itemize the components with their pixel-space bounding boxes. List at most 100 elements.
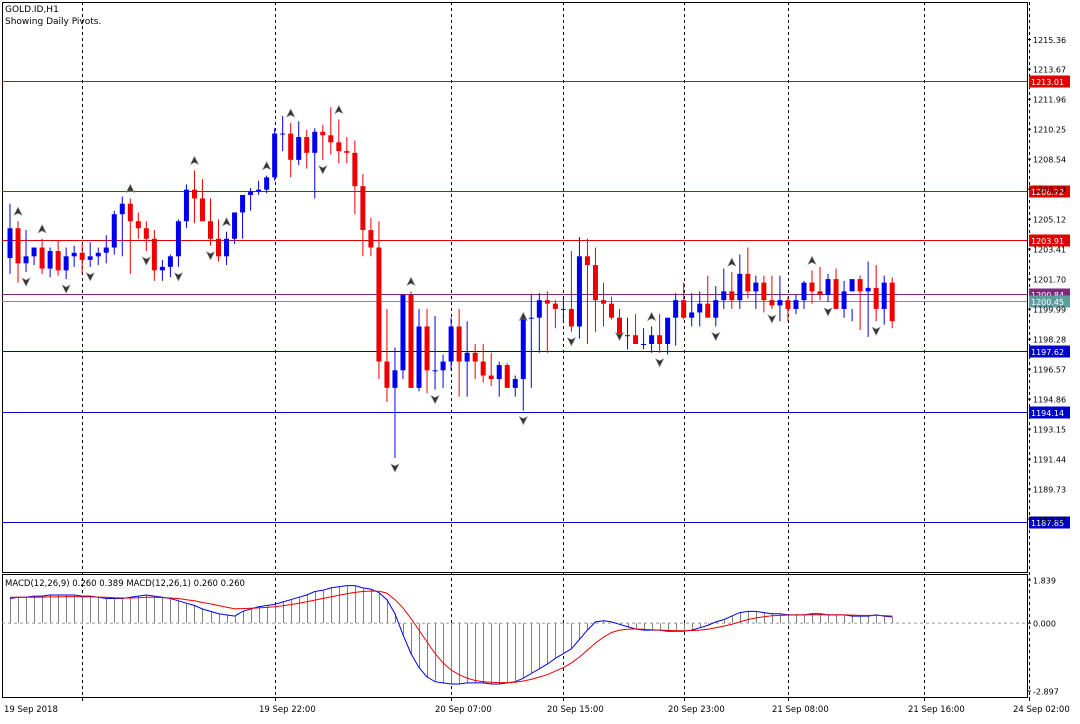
- candle-body: [376, 247, 382, 362]
- candle-body: [264, 177, 270, 190]
- candle-body: [151, 238, 157, 271]
- candle-body: [352, 152, 358, 187]
- chart-title: GOLD.ID,H1: [5, 5, 59, 15]
- candle-body: [175, 221, 181, 257]
- fractal-down-arrow: [205, 251, 216, 261]
- time-axis-label: 24 Sep 02:00: [1013, 705, 1070, 715]
- candle-body: [296, 137, 302, 160]
- candle-body: [55, 251, 61, 271]
- candle-body: [312, 131, 318, 153]
- candle-body: [536, 300, 542, 318]
- signal-line: [10, 590, 893, 684]
- candle-body: [47, 251, 53, 269]
- candle-body: [737, 273, 743, 301]
- fractal-down-arrow: [430, 394, 440, 405]
- fractal-down-arrow: [141, 256, 152, 266]
- candle-body: [504, 365, 510, 388]
- candle-body: [79, 252, 85, 260]
- price-axis-label: 1201.70: [1033, 276, 1066, 285]
- price-panel-frame: [2, 2, 1028, 573]
- candle-body: [320, 131, 326, 136]
- candle-body: [272, 133, 278, 178]
- candle-body: [857, 279, 863, 292]
- price-axis-label: 1215.36: [1033, 36, 1066, 45]
- candle-body: [159, 266, 165, 271]
- macd-axis-label: 1.839: [1033, 577, 1056, 586]
- macd-panel-frame: [2, 574, 1028, 698]
- candle-body: [817, 291, 823, 295]
- candle-body: [256, 189, 262, 192]
- candle-body: [809, 282, 815, 292]
- candle-body: [841, 291, 847, 309]
- price-axis-label: 1199.99: [1033, 306, 1066, 315]
- price-axis-label: 1203.41: [1033, 246, 1066, 255]
- candle-body: [881, 282, 887, 309]
- candle-body: [568, 308, 574, 327]
- candle-body: [103, 247, 109, 253]
- pivot-price-label: 1197.62: [1031, 348, 1064, 357]
- candle-body: [793, 300, 799, 309]
- fractal-down-arrow: [390, 463, 400, 473]
- candle-body: [127, 203, 133, 222]
- candle-body: [849, 279, 855, 292]
- candle-body: [392, 370, 398, 388]
- pivot-price-label: 1213.01: [1031, 78, 1064, 87]
- fractal-up-arrow: [37, 224, 47, 234]
- candle-body: [528, 317, 534, 319]
- candle-body: [825, 279, 831, 295]
- candle-body: [496, 365, 502, 380]
- candle-body: [865, 287, 871, 292]
- price-axis-label: 1205.12: [1033, 216, 1066, 225]
- candle-body: [633, 335, 639, 344]
- candle-body: [7, 228, 13, 259]
- candle-body: [232, 212, 238, 239]
- candle-body: [777, 300, 783, 306]
- candle-body: [199, 198, 205, 222]
- candle-body: [705, 303, 711, 318]
- fractal-up-arrow: [334, 104, 344, 115]
- candle-body: [119, 203, 125, 215]
- pivot-price-box: [1029, 234, 1070, 247]
- candle-body: [408, 294, 414, 388]
- candle-body: [673, 300, 679, 318]
- fractal-down-arrow: [711, 331, 721, 342]
- candle-body: [224, 238, 230, 257]
- candle-body: [745, 273, 751, 292]
- macd-line: [9, 585, 893, 685]
- fractal-up-arrow: [518, 311, 528, 322]
- time-axis-label: 19 Sep 2018: [4, 705, 58, 715]
- fractal-up-arrow: [261, 160, 272, 171]
- candle-body: [191, 189, 197, 199]
- candle-body: [480, 361, 486, 376]
- current-price-box: [1029, 295, 1070, 308]
- price-axis-label: 1198.28: [1033, 336, 1066, 345]
- candle-body: [63, 256, 69, 271]
- candle-body: [617, 317, 623, 336]
- candle-body: [721, 291, 727, 301]
- candle-body: [600, 300, 606, 304]
- candle-body: [344, 151, 350, 153]
- candle-body: [681, 300, 687, 318]
- fractal-down-arrow: [518, 415, 528, 426]
- current-price-label: 1200.45: [1031, 298, 1064, 307]
- candle-body: [135, 221, 141, 229]
- fractal-up-arrow: [646, 311, 657, 322]
- candle-body: [649, 335, 655, 344]
- price-axis-label: 1213.67: [1033, 66, 1066, 75]
- candle-body: [697, 303, 703, 313]
- candle-body: [753, 282, 759, 292]
- pivot-price-box: [1029, 185, 1070, 198]
- fractal-down-arrow: [767, 314, 777, 324]
- fractal-down-arrow: [871, 326, 881, 336]
- candle-body: [328, 135, 334, 143]
- candle-body: [31, 247, 37, 257]
- candle-body: [657, 335, 663, 344]
- candle-body: [280, 133, 286, 135]
- candle-body: [400, 294, 406, 371]
- candle-body: [424, 326, 430, 371]
- fractal-down-arrow: [21, 277, 31, 287]
- fractal-down-arrow: [318, 165, 328, 175]
- candle-body: [111, 214, 117, 248]
